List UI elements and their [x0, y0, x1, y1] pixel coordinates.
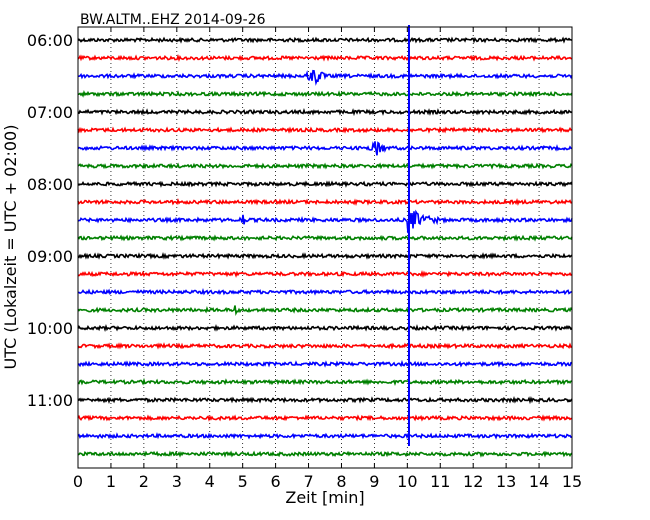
- x-tick-label: 14: [529, 472, 549, 491]
- seismic-trace: [77, 90, 573, 98]
- y-tick-label: 06:00: [27, 31, 73, 50]
- seismic-trace: [77, 197, 573, 207]
- x-tick-label: 0: [73, 472, 83, 491]
- x-tick-label: 6: [271, 472, 281, 491]
- y-axis-title: UTC (Lokalzeit = UTC + 02:00): [1, 125, 20, 370]
- x-axis: 0 1 2 3 4 5 6 7 8 9 10 11 12 13 14 15: [73, 27, 582, 491]
- y-tick-label: 10:00: [27, 319, 73, 338]
- chart-title: BW.ALTM..EHZ 2014-09-26: [80, 12, 266, 28]
- x-tick-label: 8: [336, 472, 346, 491]
- grid: [110, 27, 540, 468]
- seismic-trace: [77, 252, 573, 260]
- x-tick-label: 15: [562, 472, 582, 491]
- seismic-trace: [77, 287, 573, 296]
- seismic-trace: [77, 305, 573, 317]
- seismic-trace: [77, 141, 572, 156]
- seismic-trace: [77, 162, 573, 170]
- x-tick-label: 12: [463, 472, 483, 491]
- y-axis: 06:00 07:00 08:00 09:00 10:00 11:00: [27, 31, 572, 410]
- x-tick-label: 11: [430, 472, 450, 491]
- seismic-trace: [77, 377, 573, 386]
- seismic-trace: [77, 395, 573, 405]
- seismic-trace: [77, 270, 573, 278]
- seismic-trace: [77, 342, 573, 350]
- y-tick-label: 09:00: [27, 247, 73, 266]
- y-tick-label: 07:00: [27, 103, 73, 122]
- seismic-trace: [77, 126, 573, 134]
- y-tick-label: 11:00: [27, 391, 73, 410]
- x-tick-label: 13: [496, 472, 516, 491]
- x-tick-label: 10: [397, 472, 417, 491]
- seismic-trace: [77, 180, 573, 188]
- x-tick-label: 2: [139, 472, 149, 491]
- x-tick-label: 4: [205, 472, 215, 491]
- seismic-trace: [77, 414, 573, 422]
- seismic-trace: [77, 359, 573, 368]
- x-tick-label: 1: [106, 472, 116, 491]
- seismic-trace: [77, 450, 573, 458]
- x-axis-title: Zeit [min]: [285, 488, 364, 507]
- seismic-trace: [77, 108, 573, 117]
- seismic-trace: [77, 36, 573, 44]
- x-tick-label: 7: [303, 472, 313, 491]
- seismic-trace: [77, 209, 573, 234]
- traces: [77, 36, 573, 458]
- plot-frame: [77, 26, 573, 469]
- y-tick-label: 08:00: [27, 175, 73, 194]
- seismic-trace: [77, 234, 573, 242]
- x-tick-label: 3: [172, 472, 182, 491]
- x-tick-label: 9: [369, 472, 379, 491]
- seismic-trace: [77, 323, 573, 333]
- seismic-trace: [77, 69, 573, 86]
- seismic-trace: [77, 53, 573, 62]
- x-tick-label: 5: [238, 472, 248, 491]
- seismic-trace: [77, 432, 573, 440]
